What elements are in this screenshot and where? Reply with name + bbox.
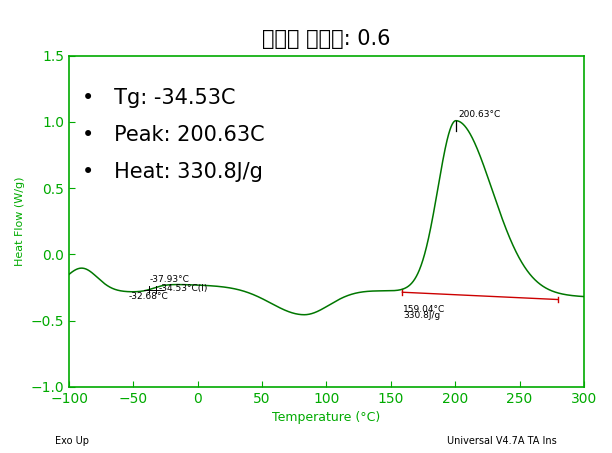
X-axis label: Temperature (°C): Temperature (°C): [272, 411, 381, 424]
Text: •   Tg: -34.53C: • Tg: -34.53C: [82, 88, 236, 108]
Text: -32.68°C: -32.68°C: [129, 292, 168, 301]
Text: •   Heat: 330.8J/g: • Heat: 330.8J/g: [82, 162, 263, 182]
Text: Exo Up: Exo Up: [55, 436, 89, 446]
Text: -37.93°C: -37.93°C: [149, 275, 189, 284]
Text: 200.63°C: 200.63°C: [458, 111, 500, 119]
Text: Universal V4.7A TA Ins: Universal V4.7A TA Ins: [447, 436, 557, 446]
Y-axis label: Heat Flow (W/g): Heat Flow (W/g): [15, 177, 25, 266]
Title: 경화제 당량비: 0.6: 경화제 당량비: 0.6: [262, 29, 390, 48]
Text: 159.04°C: 159.04°C: [403, 305, 446, 314]
Text: -34.53°C(I): -34.53°C(I): [159, 284, 208, 294]
Text: •   Peak: 200.63C: • Peak: 200.63C: [82, 125, 264, 145]
Text: 330.8J/g: 330.8J/g: [403, 312, 440, 320]
